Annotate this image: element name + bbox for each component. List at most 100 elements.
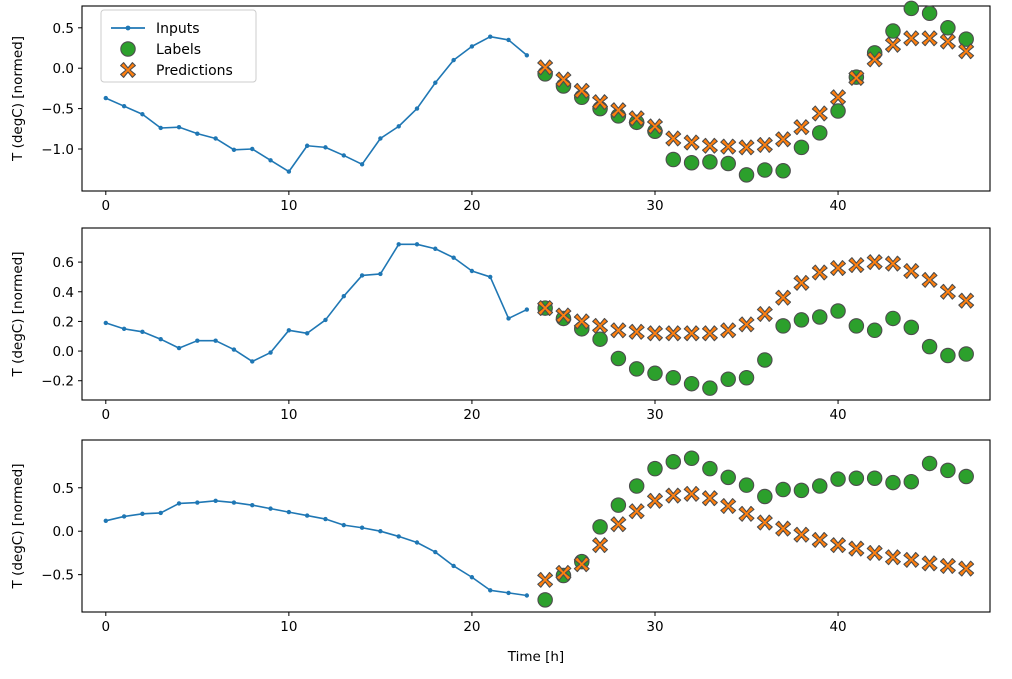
labels-point-marker xyxy=(793,312,810,328)
inputs-point-marker xyxy=(451,563,456,569)
legend-predictions-x-icon xyxy=(120,62,136,78)
inputs-point-marker xyxy=(469,268,475,274)
y-tick-label: 0.5 xyxy=(53,481,74,497)
predictions-point-marker xyxy=(775,131,792,148)
inputs-point-marker xyxy=(378,529,383,534)
inputs-point-marker xyxy=(433,80,438,85)
inputs-point-marker xyxy=(451,255,456,260)
predictions-point-marker xyxy=(793,119,810,136)
x-tick-label: 10 xyxy=(280,198,297,214)
inputs-point-marker xyxy=(524,593,530,598)
x-axis-title: Time [h] xyxy=(507,649,564,665)
inputs-point-marker xyxy=(414,106,420,111)
inputs-point-marker xyxy=(304,143,310,148)
labels-point-marker xyxy=(775,481,791,498)
inputs-point-marker xyxy=(121,326,127,332)
y-tick-label: −0.2 xyxy=(41,374,74,390)
y-axis-title: T (degC) [normed] xyxy=(10,36,26,162)
legend-label-labels: Labels xyxy=(156,42,201,58)
labels-point-marker xyxy=(757,488,773,505)
predictions-point-marker xyxy=(939,558,956,574)
inputs-point-marker xyxy=(213,498,218,504)
panel-2: 0 10 20 30 40 0.6 0.4 0.2 0.0 −0.2 T (degC) [norme… xyxy=(10,227,991,423)
predictions-point-marker xyxy=(537,59,554,76)
inputs-point-marker xyxy=(121,103,127,109)
inputs-point-marker xyxy=(414,242,420,247)
inputs-point-marker xyxy=(396,534,401,539)
predictions-point-marker xyxy=(866,51,883,68)
panel-2-axes-frame xyxy=(81,227,991,401)
labels-point-marker xyxy=(665,453,682,470)
inputs-point-marker xyxy=(524,53,530,58)
labels-point-marker xyxy=(848,470,865,486)
inputs-point-marker xyxy=(524,307,530,312)
inputs-point-marker xyxy=(506,590,511,596)
predictions-point-marker xyxy=(628,110,645,127)
labels-point-marker xyxy=(683,450,700,466)
predictions-point-marker xyxy=(756,514,773,531)
inputs-point-marker xyxy=(268,506,273,511)
inputs-point-marker xyxy=(323,516,328,522)
predictions-point-marker xyxy=(885,549,901,566)
inputs-point-marker xyxy=(451,57,456,63)
predictions-point-marker xyxy=(848,69,865,86)
inputs-point-marker xyxy=(158,510,163,516)
x-tick-label: 20 xyxy=(463,198,480,214)
x-tick-label: 30 xyxy=(646,407,663,423)
predictions-point-marker xyxy=(683,485,700,502)
predictions-point-marker xyxy=(885,255,901,272)
inputs-point-marker xyxy=(359,525,365,530)
labels-point-marker xyxy=(592,519,608,535)
predictions-point-marker xyxy=(701,137,718,154)
inputs-point-marker xyxy=(488,34,493,39)
labels-point-marker xyxy=(885,474,901,491)
labels-point-marker xyxy=(903,473,920,490)
predictions-point-marker xyxy=(720,498,737,514)
predictions-point-marker xyxy=(921,271,938,288)
x-tick-label: 0 xyxy=(102,198,111,214)
inputs-point-marker xyxy=(469,575,475,580)
y-tick-label: −0.5 xyxy=(41,568,74,584)
legend-labels-circle-icon xyxy=(120,41,136,57)
inputs-point-marker xyxy=(140,112,145,117)
inputs-point-marker xyxy=(103,320,108,326)
predictions-point-marker xyxy=(573,556,590,573)
labels-point-marker xyxy=(903,0,920,17)
inputs-point-marker xyxy=(359,273,365,278)
x-tick-label: 40 xyxy=(829,407,846,423)
inputs-point-marker xyxy=(250,359,255,364)
series-inputs-line xyxy=(104,500,528,597)
inputs-point-marker xyxy=(433,549,438,555)
inputs-point-marker xyxy=(506,316,511,321)
predictions-point-marker xyxy=(830,89,847,106)
y-axis-title: T (degC) [normed] xyxy=(10,464,26,590)
predictions-point-marker xyxy=(555,564,572,581)
inputs-point-marker xyxy=(304,331,310,336)
predictions-point-marker xyxy=(811,264,828,281)
y-tick-label: 0.0 xyxy=(53,524,74,540)
predictions-point-marker xyxy=(628,323,645,340)
predictions-point-marker xyxy=(701,490,718,507)
predictions-point-marker xyxy=(537,571,554,588)
inputs-point-marker xyxy=(341,294,346,299)
predictions-point-marker xyxy=(775,289,792,306)
inputs-point-marker xyxy=(323,317,328,323)
predictions-point-marker xyxy=(921,30,938,47)
inputs-point-marker xyxy=(469,44,475,49)
labels-point-marker xyxy=(958,31,974,47)
inputs-point-marker xyxy=(176,501,182,506)
predictions-point-marker xyxy=(848,540,865,557)
inputs-point-marker xyxy=(250,146,255,152)
panel-1: 0 10 20 30 40 0.5 0.0 −0.5 −1.0 T (degC) [normed] xyxy=(10,0,991,214)
inputs-point-marker xyxy=(176,124,182,130)
labels-point-marker xyxy=(921,338,938,355)
labels-point-marker xyxy=(940,20,956,36)
inputs-point-marker xyxy=(378,136,383,141)
inputs-point-marker xyxy=(158,125,163,131)
predictions-point-marker xyxy=(958,292,975,309)
inputs-point-marker xyxy=(158,337,163,342)
labels-point-marker xyxy=(885,310,901,327)
labels-point-marker xyxy=(940,347,956,364)
inputs-point-marker xyxy=(103,518,108,523)
